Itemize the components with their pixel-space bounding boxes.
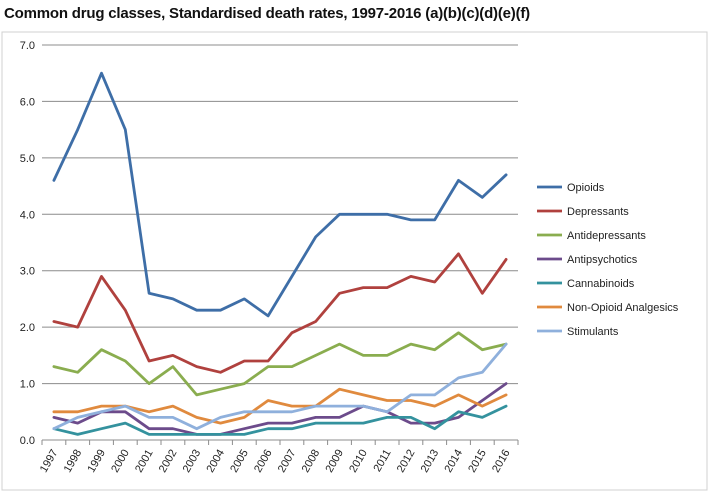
y-tick-label: 4.0 [20, 209, 35, 221]
x-tick-label: 2006 [252, 448, 275, 475]
legend-label: Cannabinoids [567, 278, 635, 290]
legend-label: Non-Opioid Analgesics [567, 302, 679, 314]
gridlines [42, 44, 518, 385]
legend-label: Antidepressants [567, 230, 646, 242]
x-tick-label: 2003 [181, 448, 204, 475]
series-line-antidepressants [52, 331, 508, 397]
x-tick-label: 2013 [419, 448, 442, 475]
x-tick-label: 2009 [323, 448, 346, 475]
x-tick-label: 2014 [442, 448, 465, 475]
series-line-depressants [52, 252, 508, 374]
series-lines [52, 71, 508, 436]
y-tick-label: 5.0 [20, 153, 35, 165]
x-tick-label: 2012 [395, 448, 418, 475]
x-tick-label: 2010 [347, 448, 370, 475]
series-line-opioids [52, 71, 508, 318]
y-tick-label: 3.0 [20, 266, 35, 278]
y-tick-label: 2.0 [20, 322, 35, 334]
x-tick-label: 2007 [276, 448, 299, 475]
series-line-stimulants [52, 342, 508, 431]
x-axis: 1997 1998 1999 2000 2001 2002 2003 2004 2005 2006… [38, 439, 519, 475]
chart-border [1, 31, 708, 491]
series-line-antipsychotics [52, 382, 508, 436]
x-tick-label: 2002 [157, 448, 180, 475]
x-tick-label: 1997 [38, 448, 61, 475]
legend-label: Stimulants [567, 326, 619, 338]
y-axis-ticks: 0.0 1.0 2.0 3.0 4.0 5.0 6.0 7.0 [20, 40, 35, 447]
legend-label: Depressants [567, 206, 629, 218]
chart-title: Common drug classes, Standardised death … [4, 5, 530, 22]
series-line-cannabinoids [52, 404, 508, 436]
x-tick-label: 2016 [490, 447, 513, 474]
y-tick-label: 1.0 [20, 379, 35, 391]
y-tick-label: 0.0 [20, 435, 35, 447]
x-tick-label: 2005 [228, 448, 251, 475]
x-tick-label: 2000 [109, 448, 132, 475]
legend-label: Antipsychotics [567, 254, 638, 266]
x-tick-label: 2001 [133, 448, 156, 475]
y-tick-label: 6.0 [20, 96, 35, 108]
x-tick-label: 1999 [85, 448, 108, 475]
x-tick-label: 2008 [300, 448, 323, 475]
legend-label: Opioids [567, 182, 605, 194]
x-tick-label: 1998 [62, 448, 85, 475]
y-tick-label: 7.0 [20, 40, 35, 52]
legend: Opioids Depressants Antidepressants Antipsy… [537, 182, 679, 338]
x-tick-label: 2011 [371, 448, 393, 474]
x-tick-label: 2015 [466, 448, 489, 475]
x-tick-label: 2004 [204, 448, 227, 475]
